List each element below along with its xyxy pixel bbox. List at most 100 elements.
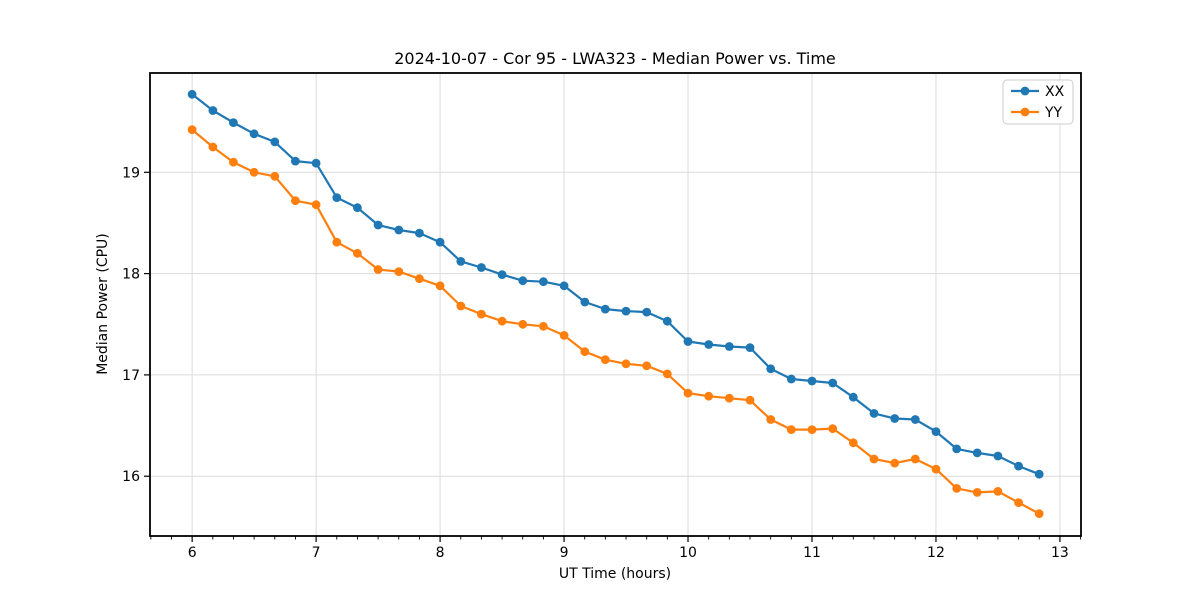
legend-marker-sample <box>1020 107 1030 117</box>
data-point-YY <box>828 424 838 433</box>
data-point-YY <box>580 347 590 356</box>
plot-border <box>149 72 1082 537</box>
data-point-YY <box>353 248 362 258</box>
data-point-XX <box>848 392 858 402</box>
data-point-XX <box>332 193 342 203</box>
data-point-YY <box>332 237 342 247</box>
data-point-YY <box>187 125 197 135</box>
x-tick-label: 11 <box>803 545 821 561</box>
data-point-XX <box>353 203 362 213</box>
data-point-YY <box>786 425 796 434</box>
data-point-XX <box>662 316 672 326</box>
x-tick-label: 10 <box>679 545 697 561</box>
data-point-YY <box>972 488 982 497</box>
x-tick-label: 9 <box>560 545 569 561</box>
y-tick-label: 17 <box>122 368 140 384</box>
data-point-YY <box>807 425 817 434</box>
y-axis-label: Median Power (CPU) <box>95 233 111 375</box>
data-point-XX <box>972 448 982 458</box>
data-point-XX <box>828 378 838 388</box>
data-point-YY <box>208 142 218 152</box>
grid-lines <box>150 73 1081 536</box>
legend-marker-sample <box>1020 86 1030 96</box>
data-point-XX <box>249 129 259 139</box>
legend-label: YY <box>1044 105 1063 121</box>
chart-title: 2024-10-07 - Cor 95 - LWA323 - Median Po… <box>394 49 836 68</box>
data-point-XX <box>1034 469 1044 479</box>
data-point-YY <box>931 464 941 474</box>
data-point-YY <box>642 361 652 371</box>
data-point-XX <box>952 444 962 454</box>
data-point-YY <box>373 265 383 274</box>
data-point-XX <box>683 337 693 346</box>
data-point-XX <box>229 118 238 127</box>
data-series <box>187 89 1044 519</box>
x-tick-label: 12 <box>927 545 945 561</box>
data-point-XX <box>394 225 404 235</box>
data-point-YY <box>704 391 714 401</box>
series-XX <box>187 89 1044 479</box>
data-point-YY <box>497 316 507 326</box>
data-point-YY <box>600 355 610 365</box>
data-point-XX <box>704 340 714 349</box>
data-point-XX <box>291 156 300 166</box>
data-point-XX <box>869 409 879 418</box>
data-point-XX <box>993 451 1003 461</box>
data-point-YY <box>724 393 734 403</box>
axes <box>144 72 1082 542</box>
data-point-XX <box>621 306 631 316</box>
data-point-XX <box>580 297 590 307</box>
data-point-YY <box>559 331 569 340</box>
data-point-XX <box>311 158 321 168</box>
data-point-YY <box>311 200 321 210</box>
legend-label: XX <box>1045 84 1065 100</box>
data-point-YY <box>1034 509 1044 519</box>
data-point-XX <box>477 263 486 272</box>
data-point-XX <box>208 106 218 115</box>
legend-item-YY: YY <box>1011 105 1063 121</box>
data-point-YY <box>229 157 238 167</box>
data-point-YY <box>291 196 300 206</box>
data-point-XX <box>187 89 197 99</box>
data-point-YY <box>249 167 259 177</box>
data-point-YY <box>270 171 280 181</box>
legend: XX YY <box>1002 79 1074 125</box>
data-point-XX <box>786 374 796 384</box>
data-point-YY <box>621 359 631 369</box>
data-point-YY <box>745 395 755 405</box>
data-point-XX <box>559 281 569 291</box>
data-point-XX <box>518 276 528 286</box>
data-point-XX <box>270 137 280 147</box>
y-tick-label: 19 <box>122 165 140 181</box>
data-point-YY <box>662 369 672 379</box>
legend-item-XX: XX <box>1011 84 1065 100</box>
data-point-XX <box>910 415 920 424</box>
data-point-YY <box>477 309 486 319</box>
data-point-XX <box>642 307 652 317</box>
data-point-XX <box>766 364 776 374</box>
data-point-XX <box>600 304 610 314</box>
data-point-XX <box>807 376 817 386</box>
data-point-YY <box>394 267 404 276</box>
x-axis-label: UT Time (hours) <box>559 566 671 582</box>
data-point-XX <box>373 220 383 230</box>
data-point-YY <box>869 454 879 464</box>
data-point-XX <box>497 270 507 279</box>
data-point-YY <box>766 415 776 424</box>
data-point-YY <box>435 281 445 291</box>
data-point-YY <box>539 321 548 331</box>
data-point-XX <box>745 343 755 352</box>
data-point-XX <box>890 414 900 423</box>
series-YY <box>187 125 1044 519</box>
x-tick-label: 7 <box>312 545 321 561</box>
data-point-YY <box>415 274 424 284</box>
data-point-YY <box>848 438 858 448</box>
data-point-XX <box>724 342 734 351</box>
data-point-YY <box>890 458 900 468</box>
data-point-YY <box>952 484 962 493</box>
y-tick-label: 16 <box>122 469 140 485</box>
data-point-XX <box>415 228 424 238</box>
data-point-XX <box>456 257 466 266</box>
x-tick-label: 6 <box>188 545 197 561</box>
